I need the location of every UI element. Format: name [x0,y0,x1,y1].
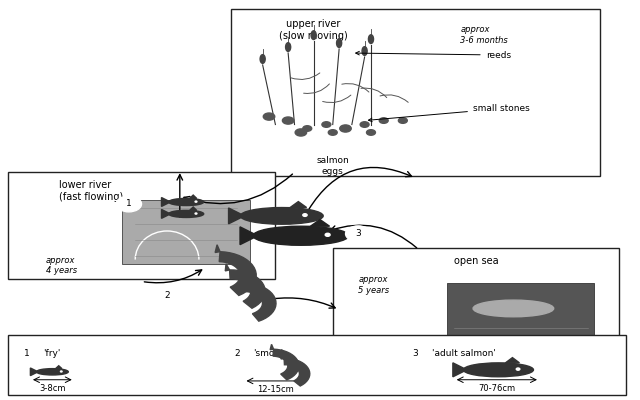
Polygon shape [215,245,220,252]
Polygon shape [290,202,307,208]
Polygon shape [270,344,274,350]
Circle shape [15,347,38,361]
Text: 2: 2 [164,291,170,300]
Circle shape [60,371,62,372]
Ellipse shape [253,226,349,245]
FancyBboxPatch shape [231,9,600,176]
Circle shape [303,214,307,216]
Text: 12-15cm: 12-15cm [257,385,294,394]
Circle shape [322,122,331,127]
Circle shape [360,122,369,127]
Text: 1: 1 [126,200,132,208]
Text: reeds: reeds [356,50,511,60]
Polygon shape [161,210,170,218]
Circle shape [295,129,307,136]
Polygon shape [310,220,330,226]
Polygon shape [284,358,310,386]
Text: 1: 1 [24,350,29,358]
Polygon shape [56,366,62,369]
Polygon shape [453,363,467,377]
FancyBboxPatch shape [122,200,250,264]
Polygon shape [246,283,276,321]
Circle shape [263,113,275,120]
Polygon shape [230,270,265,308]
Circle shape [328,130,337,135]
Text: open sea: open sea [454,256,499,266]
FancyBboxPatch shape [8,335,626,395]
Ellipse shape [463,363,534,377]
FancyBboxPatch shape [447,284,594,339]
Ellipse shape [311,31,316,40]
Circle shape [516,368,520,370]
Circle shape [116,196,141,212]
Polygon shape [30,368,38,376]
Text: salmon
eggs: salmon eggs [316,156,349,176]
Circle shape [195,201,197,202]
Text: lower river
(fast flowing): lower river (fast flowing) [59,180,123,202]
Text: 'fry': 'fry' [43,350,60,358]
Text: 'adult salmon': 'adult salmon' [431,350,495,358]
FancyBboxPatch shape [333,248,620,351]
Circle shape [340,125,351,132]
Text: 70-76cm: 70-76cm [479,384,516,393]
Circle shape [398,118,407,123]
Polygon shape [161,198,170,206]
Circle shape [325,233,330,236]
Polygon shape [220,252,256,296]
Circle shape [154,287,180,303]
Circle shape [282,117,294,124]
FancyBboxPatch shape [8,172,275,280]
Ellipse shape [169,198,204,206]
Circle shape [303,126,312,131]
Ellipse shape [169,210,204,218]
Text: upper river
(slow moving): upper river (slow moving) [279,19,348,41]
Polygon shape [225,264,230,271]
Text: 3: 3 [413,350,419,358]
Polygon shape [281,354,284,359]
Ellipse shape [241,208,323,224]
Text: approx
4 years: approx 4 years [46,256,77,275]
Text: 3-8cm: 3-8cm [39,384,66,393]
Circle shape [195,213,197,214]
Ellipse shape [362,47,367,56]
Circle shape [380,118,388,123]
Text: approx
3-6 months: approx 3-6 months [460,25,508,45]
Polygon shape [228,208,244,224]
Text: approx
5 years: approx 5 years [358,276,389,295]
Text: 3: 3 [355,229,361,238]
Ellipse shape [337,39,342,48]
Circle shape [367,130,376,135]
Circle shape [404,347,427,361]
Polygon shape [273,349,299,380]
Text: 'smolt': 'smolt' [253,350,284,358]
Ellipse shape [36,369,68,375]
Ellipse shape [369,35,374,44]
Polygon shape [189,207,196,210]
Polygon shape [240,227,258,245]
Ellipse shape [260,55,265,63]
Circle shape [346,226,371,242]
Polygon shape [506,358,520,363]
Text: 2: 2 [234,350,240,358]
Ellipse shape [473,300,554,317]
Circle shape [226,347,248,361]
Text: small stones: small stones [369,104,530,122]
Ellipse shape [285,43,291,52]
Polygon shape [189,195,196,198]
Polygon shape [244,277,248,284]
